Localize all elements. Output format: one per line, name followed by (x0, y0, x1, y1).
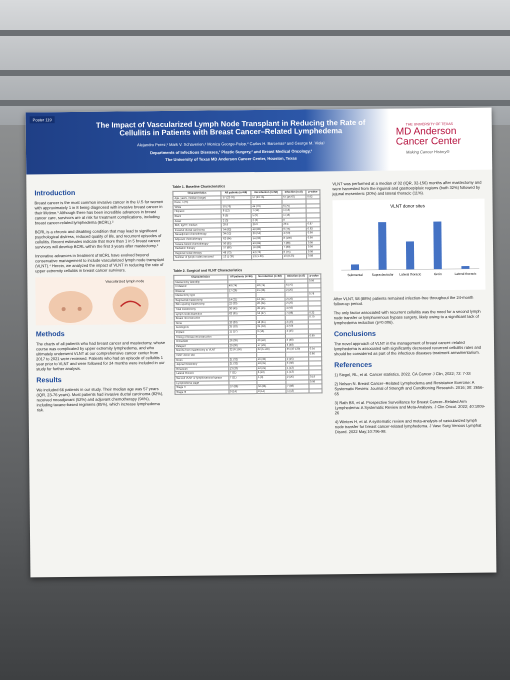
reference: 2) Nelson N. Breast Cancer–Related Lymph… (334, 379, 484, 397)
x-tick-label: Lateral thoracic (399, 272, 421, 276)
table-header: Infection (n=8) (281, 190, 306, 195)
table-cell: Stage III (174, 389, 229, 395)
table-cell: 0.88 (306, 254, 321, 259)
section-heading: Conclusions (333, 330, 376, 339)
section-heading: Methods (35, 331, 65, 339)
paragraph: Innovative advances in treatment of BCRL… (35, 252, 165, 274)
beam (0, 30, 510, 36)
chart-title: VLNT donor sites (390, 203, 425, 208)
title: The Impact of Vascularized Lymph Node Tr… (95, 117, 366, 138)
badge: Poster 119 (29, 116, 55, 124)
section-heading: Introduction (34, 189, 76, 198)
figure-art (48, 286, 149, 323)
paragraph: The novel approach of VLNT in the manage… (333, 339, 482, 357)
paragraph: The charts of all patients who had breas… (35, 340, 166, 372)
column-2: Table 1. Baseline Characteristics Charact… (172, 181, 323, 396)
beam (0, 100, 510, 106)
spacer (173, 259, 321, 267)
axis (341, 268, 480, 271)
paragraph: BCRL is a chronic and disabling conditio… (34, 228, 162, 250)
chart: VLNT donor sites Submental Supraclavicular… (341, 203, 480, 277)
poster: Poster 119 The Impact of Vascularized Ly… (25, 107, 497, 578)
table-title: Table 2. Surgical and VLNT Characteristi… (173, 268, 243, 273)
table-cell: 1 (13) (285, 388, 309, 394)
paragraph: VLNT was performed at a median of 32 (IQ… (332, 179, 482, 197)
table: Characteristics All patients (n=66) No inf… (173, 273, 323, 396)
bar (378, 222, 387, 270)
figure-label: Vascularized lymph node (105, 279, 145, 284)
table: Characteristics All patients (n=66) No inf… (172, 189, 322, 261)
x-tick-label: Lateral thoracic (455, 272, 477, 276)
x-tick-label: Submental (347, 273, 363, 277)
logo-main: MD Anderson Cancer Center (395, 125, 461, 148)
reference: 4) Winters H, et al. A systematic review… (334, 417, 482, 435)
paragraph: We included 66 patients in our study. Th… (36, 386, 164, 413)
bar (350, 264, 360, 271)
x-tick-label: Supraclavicular (372, 273, 395, 277)
paragraph: After VLNT, 58 (88%) patients remained i… (333, 294, 474, 307)
table-header: Infection (n=8) (284, 273, 308, 279)
logo-sub: Making Cancer History® (405, 149, 450, 155)
bar (461, 266, 470, 269)
section-heading: References (334, 361, 373, 370)
x-tick-label: Groin (434, 272, 442, 276)
section-heading: Results (36, 377, 62, 385)
bar (405, 241, 415, 270)
table-cell: 8 (14) (256, 388, 286, 394)
table-row: Stage III 9 (14) 8 (14) 1 (13) (174, 388, 323, 395)
figure: Vascularized lymph node (35, 275, 166, 326)
table-title: Table 1. Baseline Characteristics (172, 184, 226, 189)
bar (433, 221, 442, 270)
table-cell: 9 (14) (228, 389, 257, 395)
reference: 3) Rath BS, et al. Prospective Surveilla… (334, 398, 486, 416)
table-cell: 13 (8-25) (282, 254, 307, 260)
email: Email: alejandro.perez@uth.tmc.edu (395, 111, 461, 118)
chart-box: VLNT donor sites Submental Supraclavicular… (332, 198, 486, 292)
paragraph: Breast cancer is the most common invasiv… (34, 199, 164, 226)
column-1: Introduction Breast cancer is the most co… (34, 183, 166, 416)
paragraph: The only factor associated with recurren… (333, 308, 481, 326)
beam (0, 70, 510, 76)
reference: 1) Siegel, RL, et al. Cancer statistics,… (334, 370, 471, 378)
ceiling (0, 0, 510, 130)
table-cell (308, 388, 323, 394)
column-3: VLNT was performed at a median of 32 (IQ… (332, 180, 487, 439)
